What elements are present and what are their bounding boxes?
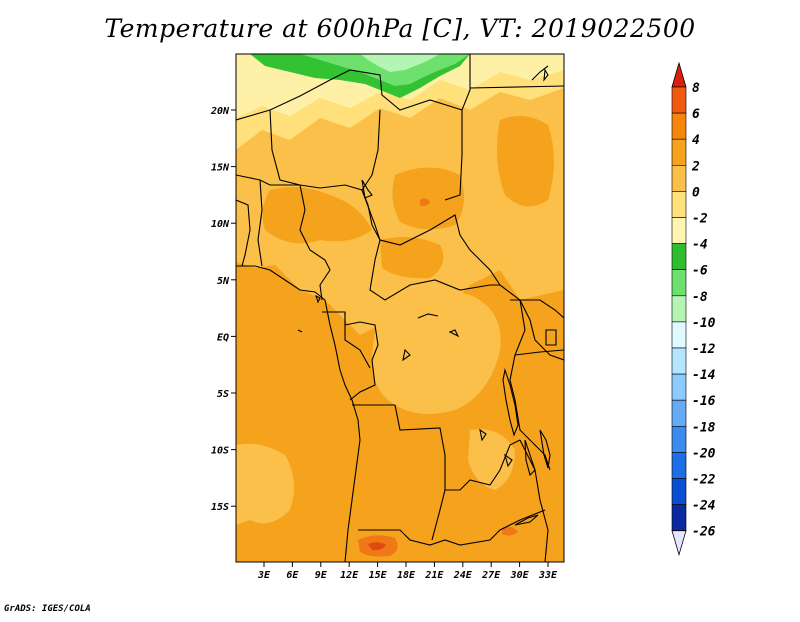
colorbar-label: -2 — [692, 212, 708, 227]
x-tick-label: 27E — [481, 570, 501, 581]
colorbar-swatch — [671, 452, 687, 479]
x-tick-label: 12E — [340, 570, 359, 581]
country-borders — [236, 54, 564, 562]
colorbar-swatch — [671, 165, 687, 192]
y-tick-label: 20N — [210, 106, 230, 117]
y-tick-label: EQ — [217, 332, 229, 343]
colorbar-swatch — [671, 504, 687, 532]
field-minus8-minus6-north — [300, 54, 470, 86]
colorbar-label: 0 — [692, 185, 700, 200]
colorbar-swatch — [671, 191, 687, 218]
y-tick-label: 5N — [217, 276, 230, 287]
colorbar-label: 4 — [692, 133, 700, 148]
colorbar-label: -22 — [692, 473, 716, 488]
colorbar-label: -8 — [692, 290, 708, 305]
colorbar-label: -20 — [692, 446, 716, 461]
colorbar-swatch — [671, 347, 687, 375]
field-0-2-central — [371, 288, 501, 414]
x-tick-label: 6E — [286, 570, 299, 581]
colorbar-swatch — [671, 425, 687, 453]
colorbar-swatch — [671, 269, 687, 297]
colorbar-swatch — [671, 138, 687, 166]
x-axis: 3E 6E 9E 12E 15E 18E 21E 24E 27E 30E 33E — [257, 562, 558, 581]
colorbar-swatch — [671, 373, 687, 401]
field-2-4-patch-center — [380, 236, 444, 279]
field-minus10-minus8-north — [360, 54, 440, 72]
colorbar-bottom-arrow — [671, 530, 687, 557]
x-tick-label: 15E — [369, 570, 388, 581]
field-4-6-spot-north — [420, 198, 430, 206]
colorbar-label: -16 — [692, 394, 716, 409]
field-0-2-south-ne — [468, 429, 515, 490]
x-tick-label: 30E — [510, 570, 530, 581]
colorbar-label: 8 — [692, 81, 700, 96]
colorbar-label: -14 — [692, 368, 716, 383]
colorbar-swatch — [671, 478, 687, 505]
y-tick-label: 15S — [211, 502, 229, 513]
field-2-4-patch-east — [392, 167, 464, 230]
field-4-6-spot-se — [502, 526, 518, 536]
x-tick-label: 18E — [397, 570, 416, 581]
colorbar-label: -12 — [692, 342, 716, 357]
colorbar-label: -6 — [692, 264, 708, 279]
colorbar-swatch — [671, 86, 687, 114]
x-tick-label: 9E — [315, 570, 328, 581]
map-title: Temperature at 600hPa [C], VT: 201902250… — [104, 14, 696, 43]
colorbar: 8 6 4 2 0 -2 -4 -6 -8 -10 -12 -14 -16 -18 -20 -22 -24 -26 — [671, 61, 716, 557]
x-tick-label: 24E — [453, 570, 473, 581]
x-tick-label: 3E — [257, 570, 271, 581]
y-axis: 20N 15N 10N 5N EQ 5S 10S 15S — [210, 106, 236, 513]
colorbar-label: 6 — [692, 107, 700, 122]
colorbar-swatch — [671, 243, 687, 271]
colorbar-swatch — [671, 112, 687, 140]
temperature-field — [236, 54, 564, 562]
colorbar-swatch — [671, 399, 687, 427]
y-tick-label: 10N — [211, 219, 230, 230]
colorbar-swatch — [671, 217, 687, 244]
colorbar-label: -26 — [692, 525, 716, 540]
colorbar-label: -18 — [692, 420, 716, 435]
x-tick-label: 33E — [538, 570, 558, 581]
colorbar-label: -4 — [692, 238, 708, 253]
field-6-8-south — [368, 542, 386, 551]
footer-credit: GrADS: IGES/COLA — [4, 604, 91, 614]
y-tick-label: 10S — [211, 446, 229, 457]
colorbar-swatch — [671, 295, 687, 323]
field-0-2-southwest — [236, 443, 294, 525]
colorbar-top-arrow — [671, 61, 687, 88]
x-tick-label: 21E — [424, 570, 444, 581]
y-tick-label: 5S — [217, 389, 229, 400]
y-tick-label: 15N — [211, 163, 230, 174]
colorbar-label: -10 — [692, 316, 716, 331]
field-2-4-patch-west — [262, 186, 372, 244]
colorbar-label: -24 — [692, 499, 716, 514]
map-frame — [235, 53, 565, 563]
field-2-4-patch-ne — [496, 116, 554, 207]
colorbar-swatch — [671, 321, 687, 349]
colorbar-label: 2 — [691, 159, 700, 174]
